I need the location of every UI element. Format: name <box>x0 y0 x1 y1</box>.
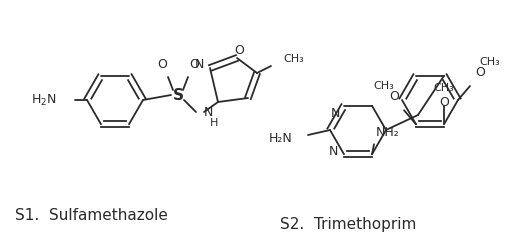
Text: N: N <box>204 107 213 120</box>
Text: O: O <box>157 59 167 72</box>
Text: CH₃: CH₃ <box>373 81 395 91</box>
Text: O: O <box>234 43 244 56</box>
Text: H: H <box>210 118 218 128</box>
Text: O: O <box>439 96 449 109</box>
Text: H$_2$N: H$_2$N <box>31 92 57 108</box>
Text: O: O <box>389 90 399 103</box>
Text: NH₂: NH₂ <box>376 126 400 139</box>
Text: S1.  Sulfamethazole: S1. Sulfamethazole <box>15 208 168 222</box>
Text: O: O <box>475 66 485 78</box>
Text: CH₃: CH₃ <box>434 83 454 93</box>
Text: N: N <box>331 107 340 120</box>
Text: S2.  Trimethoprim: S2. Trimethoprim <box>280 217 416 233</box>
Text: CH₃: CH₃ <box>480 57 500 67</box>
Text: N: N <box>195 58 204 71</box>
Text: S: S <box>172 88 184 102</box>
Text: N: N <box>329 145 338 158</box>
Text: CH₃: CH₃ <box>283 54 304 64</box>
Text: O: O <box>189 59 199 72</box>
Text: H₂N: H₂N <box>268 132 292 144</box>
